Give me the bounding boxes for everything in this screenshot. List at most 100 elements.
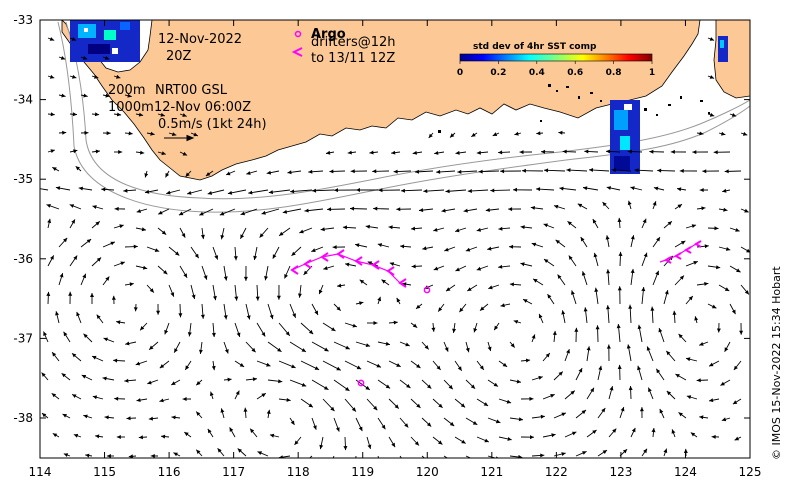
velocity-arrow-icon bbox=[195, 379, 203, 386]
velocity-arrow-icon bbox=[55, 311, 60, 324]
velocity-arrow-icon bbox=[574, 327, 579, 343]
velocity-arrow-icon bbox=[377, 243, 390, 248]
velocity-arrow-icon bbox=[81, 374, 93, 381]
velocity-arrow-icon bbox=[182, 397, 192, 401]
argo-circle-icon bbox=[294, 30, 302, 38]
velocity-arrow-icon bbox=[658, 327, 665, 343]
velocity-arrow-icon bbox=[91, 74, 99, 79]
velocity-arrow-icon bbox=[421, 417, 432, 427]
velocity-arrow-icon bbox=[207, 189, 225, 195]
velocity-arrow-icon bbox=[322, 360, 342, 371]
velocity-arrow-icon bbox=[322, 398, 335, 412]
velocity-arrow-icon bbox=[289, 303, 297, 318]
velocity-arrow-icon bbox=[671, 429, 676, 438]
x-tick-label: 114 bbox=[29, 465, 52, 479]
velocity-arrow-icon bbox=[443, 455, 449, 458]
velocity-arrow-icon bbox=[190, 246, 200, 259]
velocity-arrow-icon bbox=[485, 208, 500, 212]
velocity-arrow-icon bbox=[113, 224, 124, 229]
velocity-arrow-icon bbox=[83, 333, 93, 343]
velocity-arrow-icon bbox=[171, 415, 181, 420]
velocity-arrow-icon bbox=[158, 208, 170, 215]
velocity-arrow-icon bbox=[722, 188, 731, 193]
velocity-arrow-icon bbox=[124, 93, 132, 98]
velocity-arrow-icon bbox=[564, 390, 576, 400]
velocity-arrow-icon bbox=[586, 387, 595, 400]
velocity-arrow-icon bbox=[102, 56, 110, 60]
velocity-arrow-icon bbox=[52, 433, 60, 438]
velocity-arrow-icon bbox=[733, 360, 742, 371]
velocity-arrow-icon bbox=[575, 367, 583, 381]
velocity-arrow-icon bbox=[300, 322, 314, 335]
velocity-arrow-icon bbox=[159, 398, 170, 403]
velocity-arrows bbox=[40, 37, 750, 458]
velocity-arrow-icon bbox=[255, 284, 260, 301]
velocity-arrow-icon bbox=[355, 243, 368, 248]
velocity-arrow-icon bbox=[333, 417, 340, 432]
velocity-arrow-icon bbox=[553, 412, 567, 419]
velocity-arrow-icon bbox=[651, 427, 656, 438]
velocity-arrow-icon bbox=[520, 358, 531, 363]
velocity-arrow-icon bbox=[655, 368, 665, 381]
velocity-arrow-icon bbox=[388, 398, 400, 409]
velocity-arrow-icon bbox=[269, 433, 280, 438]
velocity-arrow-icon bbox=[290, 189, 313, 194]
velocity-arrow-icon bbox=[102, 93, 110, 98]
velocity-arrow-icon bbox=[237, 448, 247, 457]
velocity-arrow-icon bbox=[80, 56, 88, 60]
velocity-arrow-icon bbox=[91, 112, 100, 117]
velocity-arrow-icon bbox=[168, 132, 177, 136]
velocity-arrow-icon bbox=[679, 168, 698, 173]
velocity-arrow-icon bbox=[135, 227, 147, 232]
velocity-arrow-icon bbox=[692, 150, 709, 155]
velocity-arrow-icon bbox=[455, 150, 467, 155]
velocity-arrow-icon bbox=[487, 341, 492, 352]
velocity-arrow-icon bbox=[694, 316, 699, 324]
velocity-arrow-icon bbox=[487, 417, 501, 424]
velocity-arrow-icon bbox=[663, 448, 668, 457]
velocity-arrow-icon bbox=[542, 393, 555, 400]
velocity-arrow-icon bbox=[597, 365, 603, 381]
colorbar: std dev of 4hr SST comp 0 0.2 0.4 0.6 0.8 1 bbox=[457, 42, 655, 78]
velocity-arrow-icon bbox=[150, 454, 159, 458]
velocity-arrow-icon bbox=[377, 296, 382, 305]
velocity-arrow-icon bbox=[90, 293, 94, 304]
velocity-arrow-icon bbox=[443, 341, 449, 352]
velocity-arrow-icon bbox=[75, 165, 82, 172]
velocity-arrow-icon bbox=[355, 341, 371, 347]
velocity-arrow-icon bbox=[106, 454, 114, 458]
velocity-arrow-icon bbox=[253, 246, 258, 261]
velocity-arrow-icon bbox=[284, 265, 291, 279]
velocity-arrow-icon bbox=[616, 323, 621, 343]
velocity-arrow-icon bbox=[567, 220, 577, 229]
velocity-arrow-icon bbox=[584, 149, 599, 154]
velocity-arrow-icon bbox=[47, 74, 55, 79]
velocity-arrow-icon bbox=[476, 150, 489, 155]
velocity-arrow-icon bbox=[637, 324, 643, 343]
velocity-arrow-icon bbox=[575, 409, 587, 419]
velocity-arrow-icon bbox=[289, 417, 295, 426]
velocity-arrow-icon bbox=[223, 303, 228, 320]
argo-circle-icon bbox=[423, 286, 431, 294]
velocity-arrow-icon bbox=[212, 284, 217, 301]
velocity-arrow-icon bbox=[311, 303, 319, 316]
velocity-arrow-icon bbox=[289, 341, 307, 353]
velocity-arrow-icon bbox=[465, 341, 470, 353]
velocity-arrow-icon bbox=[479, 303, 489, 311]
velocity-arrow-icon bbox=[498, 436, 512, 441]
velocity-arrow-icon bbox=[467, 189, 489, 193]
velocity-arrow-icon bbox=[649, 149, 665, 154]
velocity-arrow-icon bbox=[617, 286, 622, 305]
velocity-arrow-icon bbox=[445, 284, 456, 292]
velocity-arrow-icon bbox=[628, 385, 633, 400]
velocity-arrow-icon bbox=[400, 188, 423, 193]
velocity-arrow-icon bbox=[135, 265, 148, 270]
velocity-arrow-icon bbox=[164, 322, 170, 335]
velocity-arrow-icon bbox=[410, 436, 420, 446]
velocity-arrow-icon bbox=[663, 220, 673, 229]
velocity-arrow-icon bbox=[209, 391, 214, 400]
velocity-arrow-icon bbox=[58, 93, 66, 98]
x-tick-label: 124 bbox=[674, 465, 697, 479]
velocity-arrow-icon bbox=[564, 431, 577, 438]
velocity-arrow-icon bbox=[396, 207, 412, 212]
